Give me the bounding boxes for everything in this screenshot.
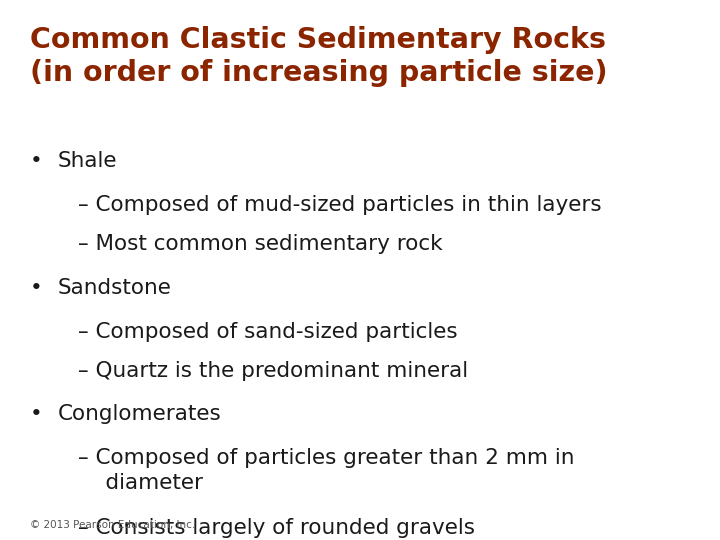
Text: – Composed of mud-sized particles in thin layers: – Composed of mud-sized particles in thi… [78,195,601,215]
Text: Sandstone: Sandstone [58,278,171,298]
Text: Common Clastic Sedimentary Rocks
(in order of increasing particle size): Common Clastic Sedimentary Rocks (in ord… [30,26,608,87]
Text: – Consists largely of rounded gravels: – Consists largely of rounded gravels [78,518,474,538]
Text: Conglomerates: Conglomerates [58,404,221,424]
Text: •: • [30,278,43,298]
Text: – Most common sedimentary rock: – Most common sedimentary rock [78,234,442,254]
Text: – Composed of sand-sized particles: – Composed of sand-sized particles [78,322,457,342]
Text: •: • [30,151,43,171]
Text: Shale: Shale [58,151,117,171]
Text: – Composed of particles greater than 2 mm in
    diameter: – Composed of particles greater than 2 m… [78,448,575,493]
Text: •: • [30,404,43,424]
Text: – Quartz is the predominant mineral: – Quartz is the predominant mineral [78,361,468,381]
Text: © 2013 Pearson Education, Inc.: © 2013 Pearson Education, Inc. [30,520,196,530]
